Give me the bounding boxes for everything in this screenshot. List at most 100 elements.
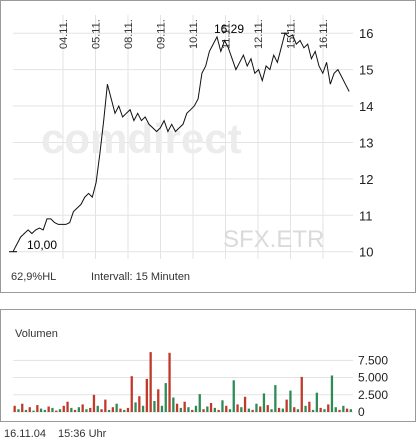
- volume-bar: [266, 405, 269, 412]
- volume-bar: [289, 390, 292, 412]
- volume-y-tick-label: 7.500: [358, 353, 388, 367]
- volume-bar: [141, 405, 145, 412]
- price-x-tick-label: 08.11.: [123, 19, 135, 49]
- volume-bar: [240, 407, 243, 412]
- volume-bar: [198, 394, 201, 412]
- volume-bar: [194, 405, 198, 412]
- volume-bar: [251, 409, 254, 412]
- volume-bar: [225, 405, 228, 412]
- volume-bar: [85, 409, 88, 412]
- volume-bars: [13, 352, 352, 412]
- volume-bar: [149, 352, 152, 412]
- price-x-tick-label: 11.11.: [221, 20, 233, 49]
- volume-y-ticks: 0 2.500 5.000 7.500: [358, 353, 388, 419]
- volume-bar: [270, 409, 273, 412]
- volume-bar: [96, 405, 99, 412]
- volume-bar: [209, 403, 213, 412]
- price-y-tick-label: 11: [359, 208, 373, 223]
- interval-label: Intervall: 15 Minuten: [91, 271, 190, 283]
- volume-bar: [13, 405, 16, 412]
- volume-bar: [202, 409, 205, 412]
- volume-bar: [183, 401, 186, 412]
- volume-bar: [293, 407, 296, 412]
- volume-bar: [308, 401, 311, 412]
- volume-bar: [153, 401, 156, 412]
- volume-bar: [134, 402, 137, 412]
- price-y-ticks: 10 11 12 13 14 15 16: [359, 26, 373, 260]
- price-y-tick-label: 10: [359, 245, 373, 260]
- volume-bar: [300, 376, 303, 412]
- volume-bar: [36, 405, 39, 412]
- volume-bar: [100, 409, 103, 412]
- price-x-tick-label: 15.11.: [286, 19, 298, 49]
- volume-bar: [28, 407, 31, 412]
- volume-bar: [66, 401, 69, 412]
- volume-bar: [255, 403, 258, 412]
- volume-bar: [191, 409, 194, 412]
- price-series-line: [12, 32, 350, 252]
- volume-bar: [206, 406, 209, 412]
- volume-bar: [338, 409, 341, 412]
- price-x-tick-label: 16.11.: [318, 19, 330, 49]
- volume-bar: [323, 409, 326, 412]
- price-x-ticks: 04.11. 05.11. 08.11. 09.11. 10.11. 11.11. 12.1…: [58, 19, 330, 49]
- volume-y-tick-label: 5.000: [358, 371, 388, 385]
- volume-y-tick-label: 2.500: [358, 388, 388, 402]
- volume-bar: [58, 409, 62, 412]
- price-x-tick-label: 05.11.: [91, 19, 103, 49]
- volume-bar: [213, 407, 216, 412]
- volume-bar: [304, 405, 307, 412]
- volume-bar: [77, 407, 80, 412]
- volume-chart-panel: Volumen 0 2.500 5.000 7.500: [0, 309, 416, 422]
- volume-bar: [319, 407, 322, 412]
- volume-bar: [111, 407, 114, 412]
- volume-bar: [107, 409, 111, 412]
- volume-bar: [145, 378, 148, 412]
- volume-bar: [130, 376, 133, 412]
- volume-bar: [281, 408, 284, 412]
- price-y-tick-label: 12: [359, 172, 373, 187]
- volume-bar: [47, 406, 50, 412]
- volume-title: Volumen: [15, 328, 58, 340]
- volume-bar: [62, 405, 65, 412]
- volume-bar: [55, 410, 58, 412]
- volume-bar: [259, 406, 262, 412]
- volume-bar: [126, 407, 130, 412]
- volume-bar: [296, 409, 300, 412]
- volume-bar: [221, 400, 224, 412]
- volume-bar: [73, 409, 77, 412]
- volume-bar: [285, 399, 288, 412]
- volume-bar: [175, 403, 179, 412]
- volume-bar: [330, 375, 334, 412]
- volume-bar: [327, 404, 330, 412]
- hl-label: 62,9%HL: [11, 271, 56, 283]
- volume-bar: [39, 408, 43, 412]
- volume-chart: Volumen 0 2.500 5.000 7.500: [13, 328, 388, 419]
- volume-bar: [217, 409, 220, 412]
- volume-bar: [123, 409, 126, 412]
- volume-y-tick-label: 0: [358, 405, 365, 419]
- volume-bar: [345, 408, 349, 412]
- volume-bar: [89, 407, 92, 412]
- price-chart-panel: comdirect SFX.ETR 04.11. 05.11. 08.11. 09.1…: [0, 0, 416, 293]
- volume-bar: [236, 404, 239, 412]
- volume-bar: [262, 393, 266, 412]
- volume-bar: [172, 397, 175, 412]
- volume-bar: [104, 399, 107, 412]
- price-x-tick-label: 04.11.: [58, 19, 70, 49]
- volume-bar: [51, 407, 54, 412]
- volume-bar: [70, 407, 73, 412]
- volume-bar: [138, 396, 141, 412]
- volume-bar: [247, 408, 250, 412]
- source-label: SFX.ETR: [223, 226, 324, 253]
- volume-grid: [13, 359, 353, 413]
- volume-bar: [315, 392, 318, 412]
- footer-date: 16.11.04: [4, 428, 47, 440]
- volume-bar: [342, 405, 345, 412]
- price-y-tick-label: 16: [359, 26, 373, 41]
- volume-bar: [164, 383, 167, 412]
- price-x-tick-label: 09.11.: [156, 19, 168, 49]
- price-y-tick-label: 14: [359, 99, 373, 114]
- watermark-logo: comdirect: [41, 115, 242, 162]
- volume-bar: [81, 404, 84, 412]
